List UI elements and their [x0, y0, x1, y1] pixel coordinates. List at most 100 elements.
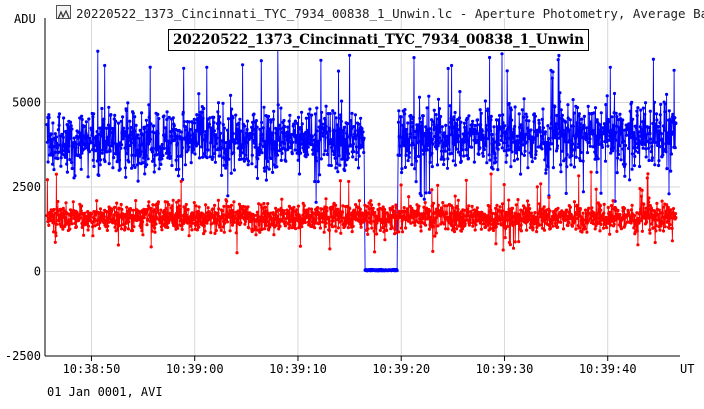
data-point [524, 118, 529, 123]
data-point [338, 116, 342, 120]
data-point [56, 157, 60, 161]
x-tick-label: 10:39:20 [372, 362, 430, 376]
data-point [153, 226, 157, 230]
data-point [321, 216, 325, 221]
data-point [436, 224, 440, 228]
data-point [522, 215, 526, 220]
data-point [570, 224, 575, 228]
data-point [670, 132, 674, 136]
data-point [442, 157, 446, 161]
data-point [356, 132, 360, 136]
data-point [136, 148, 141, 152]
data-point [246, 159, 251, 163]
data-point [663, 225, 667, 229]
data-point [455, 227, 459, 231]
data-point [177, 204, 181, 208]
data-point [366, 232, 370, 236]
data-point [551, 136, 555, 140]
data-point [347, 179, 351, 184]
data-point [500, 134, 504, 138]
data-point [78, 141, 82, 145]
data-point [339, 119, 343, 123]
data-point [597, 129, 601, 133]
data-point [638, 164, 642, 169]
data-point [91, 225, 95, 229]
data-point [227, 157, 231, 161]
data-point [663, 110, 667, 114]
data-point [306, 128, 310, 133]
data-point [155, 147, 159, 151]
data-point [336, 143, 340, 147]
data-point [254, 165, 258, 169]
data-point [303, 220, 307, 225]
data-point [570, 154, 574, 158]
data-point [634, 142, 638, 146]
data-point [502, 141, 506, 145]
data-point [235, 251, 239, 255]
data-point [660, 137, 665, 141]
data-point [480, 129, 484, 133]
data-point [245, 141, 249, 145]
data-point [221, 213, 225, 217]
data-point [261, 215, 265, 220]
data-point [77, 135, 82, 139]
data-point [59, 214, 63, 219]
data-point [119, 146, 123, 150]
data-point [672, 68, 676, 72]
data-point [331, 205, 335, 209]
data-point [464, 178, 468, 182]
data-point [263, 143, 267, 147]
data-point [456, 140, 460, 144]
data-point [150, 229, 154, 233]
app-icon[interactable] [56, 5, 71, 20]
data-point [609, 128, 613, 132]
data-point [222, 163, 226, 167]
data-point [253, 145, 257, 149]
data-point [119, 119, 123, 123]
data-point [315, 129, 319, 133]
data-point [365, 204, 369, 208]
data-point [113, 225, 117, 229]
data-point [399, 226, 404, 230]
data-point [444, 123, 448, 127]
data-point [139, 222, 143, 226]
data-point [229, 220, 233, 224]
data-point [561, 149, 565, 153]
data-point [462, 121, 466, 125]
data-point [507, 198, 511, 202]
data-point [551, 166, 556, 170]
data-point [466, 207, 470, 211]
data-point [217, 207, 221, 211]
data-point [540, 134, 544, 138]
data-point [351, 224, 355, 228]
data-point [571, 124, 576, 128]
data-point [180, 146, 184, 150]
data-point [202, 224, 206, 228]
data-point [68, 227, 72, 231]
data-point [431, 225, 435, 229]
data-point [244, 157, 248, 161]
data-point [234, 231, 238, 235]
data-point [547, 137, 551, 141]
data-point [608, 232, 612, 236]
data-point [220, 173, 224, 177]
data-point [196, 222, 200, 227]
data-point [110, 144, 114, 148]
data-point [162, 114, 166, 118]
data-point [334, 229, 338, 233]
data-point [606, 218, 610, 222]
data-point [417, 139, 421, 143]
data-point [467, 223, 471, 227]
data-point [271, 170, 275, 174]
data-point [302, 204, 306, 208]
data-point [446, 157, 450, 161]
data-point [200, 220, 205, 224]
data-point [635, 211, 639, 215]
data-point [168, 141, 173, 145]
data-point [588, 212, 592, 216]
data-point [334, 129, 339, 133]
window-title: 20220522_1373_Cincinnati_TYC_7934_00838_… [76, 6, 704, 21]
data-point [228, 139, 232, 143]
data-point [93, 143, 97, 147]
data-point [322, 122, 326, 126]
